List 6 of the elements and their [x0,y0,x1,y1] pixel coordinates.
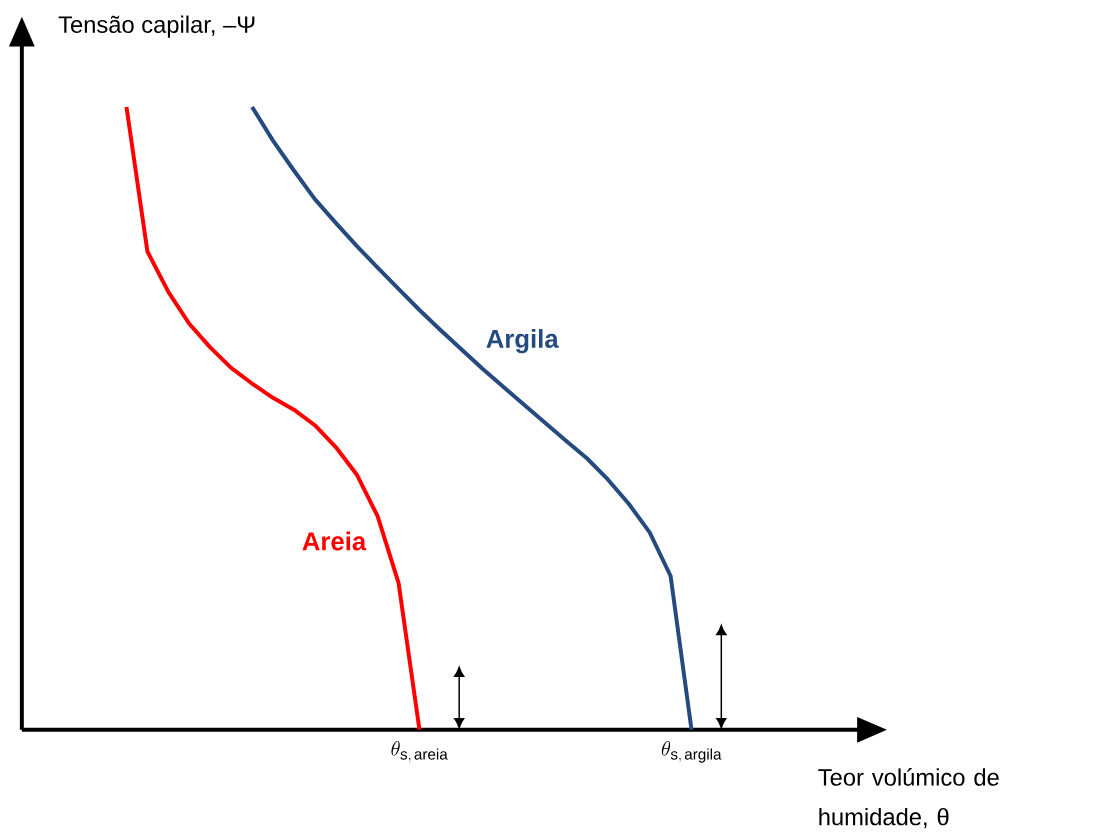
text: $\theta_{\mathrm{s,\,areia}}$ [391,741,448,763]
series-label: Argila [486,329,559,354]
series-label: Areia [302,531,367,551]
x-axis-title: Teor volúmico de humidade, θ [818,768,999,829]
text: $\theta_{\mathrm{s,\,argila}}$ [661,741,722,763]
y-axis-title: Tensão capilar, –Ψ [58,15,255,38]
